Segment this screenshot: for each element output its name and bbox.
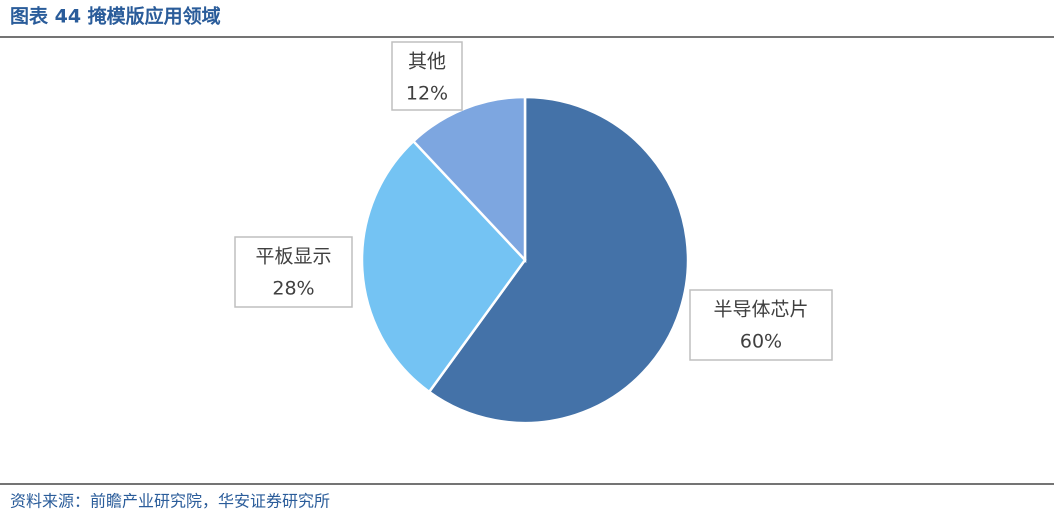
pie-slice — [427, 95, 690, 425]
slice-value-label: 60% — [740, 331, 782, 353]
pie-slice — [360, 139, 527, 394]
source-note: 资料来源：前瞻产业研究院，华安证券研究所 — [10, 492, 330, 511]
label-box — [391, 41, 463, 111]
slice-label: 半导体芯片 — [713, 299, 808, 321]
pie-slice — [411, 95, 527, 264]
slice-label: 平板显示 — [255, 246, 331, 268]
slice-label: 其他 — [408, 51, 446, 73]
label-box — [689, 289, 833, 361]
chart-title: 图表 44 掩模版应用领域 — [10, 5, 221, 28]
slice-value-label: 28% — [272, 278, 314, 300]
label-box — [234, 236, 353, 308]
slice-value-label: 12% — [406, 83, 448, 105]
